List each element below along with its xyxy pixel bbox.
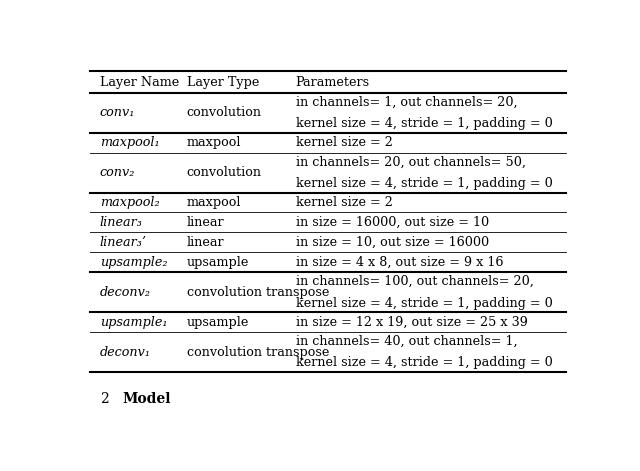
Text: kernel size = 4, stride = 1, padding = 0: kernel size = 4, stride = 1, padding = 0 bbox=[296, 297, 552, 309]
Text: kernel size = 4, stride = 1, padding = 0: kernel size = 4, stride = 1, padding = 0 bbox=[296, 177, 552, 190]
Text: in size = 12 x 19, out size = 25 x 39: in size = 12 x 19, out size = 25 x 39 bbox=[296, 316, 527, 329]
Text: linear₃’: linear₃’ bbox=[100, 236, 147, 249]
Text: maxpool₁: maxpool₁ bbox=[100, 136, 159, 149]
Text: in channels= 20, out channels= 50,: in channels= 20, out channels= 50, bbox=[296, 155, 526, 168]
Text: conv₂: conv₂ bbox=[100, 166, 135, 179]
Text: in channels= 1, out channels= 20,: in channels= 1, out channels= 20, bbox=[296, 96, 517, 108]
Text: Layer Name: Layer Name bbox=[100, 76, 179, 89]
Text: Parameters: Parameters bbox=[296, 76, 370, 89]
Text: Layer Type: Layer Type bbox=[187, 76, 259, 89]
Text: Model: Model bbox=[122, 392, 171, 406]
Text: maxpool: maxpool bbox=[187, 136, 241, 149]
Text: upsample: upsample bbox=[187, 256, 249, 269]
Text: linear₃: linear₃ bbox=[100, 216, 143, 229]
Text: deconv₂: deconv₂ bbox=[100, 286, 151, 299]
Text: deconv₁: deconv₁ bbox=[100, 346, 151, 358]
Text: maxpool₂: maxpool₂ bbox=[100, 196, 159, 209]
Text: upsample: upsample bbox=[187, 316, 249, 329]
Text: convolution: convolution bbox=[187, 106, 262, 119]
Text: convolution transpose: convolution transpose bbox=[187, 286, 329, 299]
Text: convolution transpose: convolution transpose bbox=[187, 346, 329, 358]
Text: kernel size = 2: kernel size = 2 bbox=[296, 196, 392, 209]
Text: linear: linear bbox=[187, 216, 224, 229]
Text: 2: 2 bbox=[100, 392, 109, 406]
Text: maxpool: maxpool bbox=[187, 196, 241, 209]
Text: conv₁: conv₁ bbox=[100, 106, 135, 119]
Text: in size = 4 x 8, out size = 9 x 16: in size = 4 x 8, out size = 9 x 16 bbox=[296, 256, 503, 269]
Text: in size = 16000, out size = 10: in size = 16000, out size = 10 bbox=[296, 216, 489, 229]
Text: linear: linear bbox=[187, 236, 224, 249]
Text: kernel size = 4, stride = 1, padding = 0: kernel size = 4, stride = 1, padding = 0 bbox=[296, 117, 552, 130]
Text: upsample₁: upsample₁ bbox=[100, 316, 167, 329]
Text: in size = 10, out size = 16000: in size = 10, out size = 16000 bbox=[296, 236, 489, 249]
Text: kernel size = 4, stride = 1, padding = 0: kernel size = 4, stride = 1, padding = 0 bbox=[296, 357, 552, 369]
Text: in channels= 40, out channels= 1,: in channels= 40, out channels= 1, bbox=[296, 335, 517, 348]
Text: kernel size = 2: kernel size = 2 bbox=[296, 136, 392, 149]
Text: upsample₂: upsample₂ bbox=[100, 256, 167, 269]
Text: convolution: convolution bbox=[187, 166, 262, 179]
Text: in channels= 100, out channels= 20,: in channels= 100, out channels= 20, bbox=[296, 275, 534, 288]
